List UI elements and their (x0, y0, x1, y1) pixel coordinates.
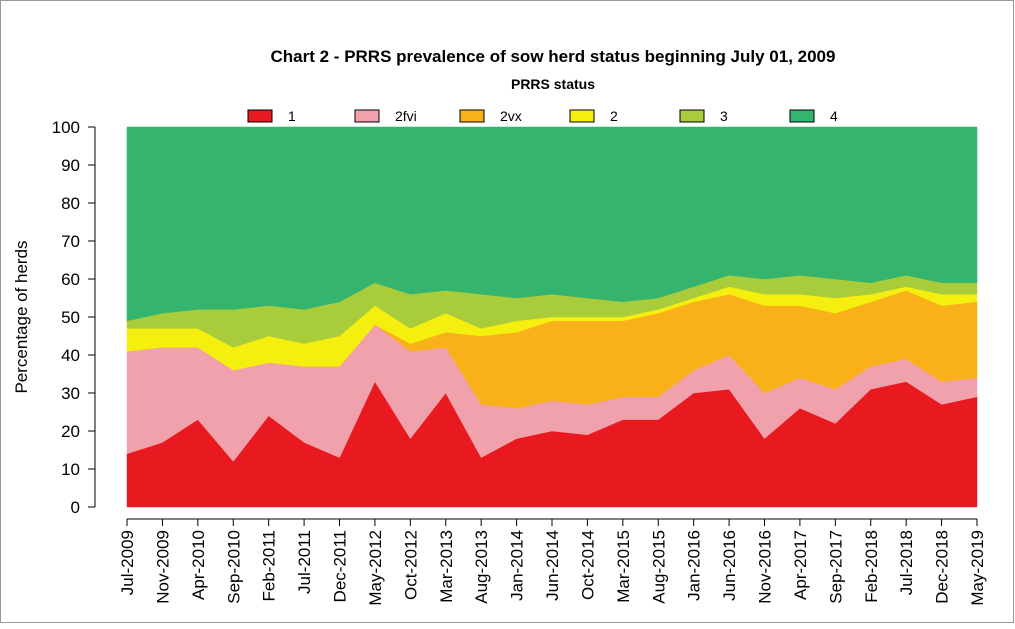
x-tick-label: Sep-2017 (826, 530, 845, 604)
x-tick-label: Feb-2011 (260, 530, 279, 602)
legend-label: 4 (830, 108, 838, 124)
y-tick-label: 20 (61, 422, 80, 441)
legend-swatch (679, 109, 705, 123)
x-tick-label: Jun-2014 (543, 530, 562, 601)
x-tick-label: May-2019 (968, 530, 987, 606)
x-tick-label: Oct-2014 (578, 530, 597, 600)
x-tick-label: Dec-2018 (933, 530, 952, 604)
y-tick-label: 10 (61, 460, 80, 479)
x-tick-label: Nov-2009 (153, 530, 172, 604)
y-tick-label: 50 (61, 308, 80, 327)
x-tick-label: Mar-2013 (437, 530, 456, 603)
y-tick-label: 90 (61, 156, 80, 175)
x-tick-label: Aug-2013 (472, 530, 491, 604)
x-tick-label: Jun-2016 (720, 530, 739, 601)
x-tick-label: Jul-2009 (118, 530, 137, 595)
legend-swatch (247, 109, 273, 123)
legend-label: 2 (610, 108, 618, 124)
y-tick-label: 60 (61, 270, 80, 289)
area (126, 126, 978, 322)
legend-label: 2fvi (395, 108, 417, 124)
y-tick-label: 80 (61, 194, 80, 213)
legend-label: 2vx (500, 108, 522, 124)
x-tick-label: Aug-2015 (649, 530, 668, 604)
x-tick-label: Apr-2017 (791, 530, 810, 600)
x-tick-label: Jul-2011 (295, 530, 314, 594)
legend-swatch (789, 109, 815, 123)
x-tick-label: Sep-2010 (224, 530, 243, 604)
x-tick-label: Feb-2018 (862, 530, 881, 603)
y-tick-label: 100 (52, 118, 80, 137)
legend-label: 3 (720, 108, 728, 124)
legend-swatch (569, 109, 595, 123)
legend-swatch (459, 109, 485, 123)
legend-swatch (354, 109, 380, 123)
y-tick-label: 40 (61, 346, 80, 365)
x-tick-label: Mar-2015 (614, 530, 633, 603)
x-tick-label: Dec-2011 (331, 530, 350, 602)
legend-label: 1 (288, 108, 296, 124)
legend-title: PRRS status (511, 76, 595, 92)
x-tick-label: May-2012 (366, 530, 385, 606)
x-tick-label: Nov-2016 (756, 530, 775, 604)
chart-title: Chart 2 - PRRS prevalence of sow herd st… (271, 47, 836, 66)
y-tick-label: 70 (61, 232, 80, 251)
x-tick-label: Jan-2014 (508, 530, 527, 601)
x-tick-label: Jul-2018 (897, 530, 916, 595)
y-axis-label: Percentage of herds (12, 240, 31, 393)
x-tick-label: Oct-2012 (401, 530, 420, 600)
x-tick-label: Jan-2016 (685, 530, 704, 601)
y-tick-label: 30 (61, 384, 80, 403)
y-tick-label: 0 (71, 498, 80, 517)
x-tick-label: Apr-2010 (189, 530, 208, 600)
